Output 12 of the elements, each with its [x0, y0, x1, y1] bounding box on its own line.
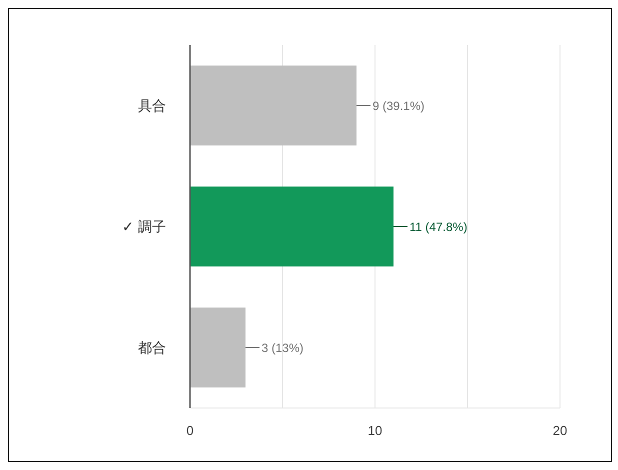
- x-tick-label: 0: [186, 423, 194, 438]
- x-tick-label: 20: [552, 423, 568, 438]
- data-label: 11 (47.8%): [410, 220, 468, 234]
- data-label: 3 (13%): [262, 341, 304, 355]
- y-tick-label: 都合: [138, 340, 166, 356]
- bar: [190, 186, 394, 266]
- y-tick-label: 具合: [138, 98, 166, 114]
- data-label: 9 (39.1%): [372, 99, 425, 113]
- bar: [190, 66, 356, 146]
- y-tick-label: ✓ 調子: [122, 218, 166, 234]
- bar: [190, 308, 246, 388]
- x-tick-label: 10: [368, 423, 382, 438]
